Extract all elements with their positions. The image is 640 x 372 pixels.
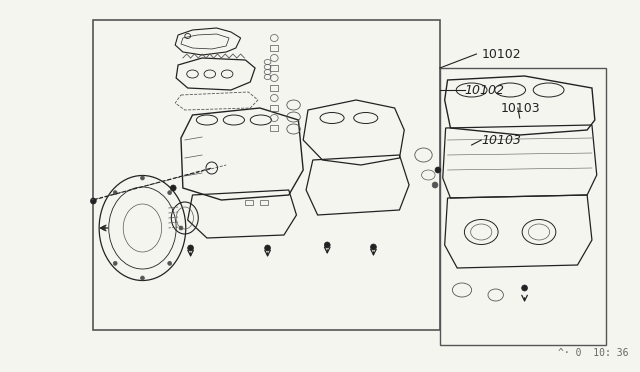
Circle shape (522, 285, 527, 291)
Bar (271, 65, 278, 71)
Circle shape (170, 185, 176, 191)
Text: 10102: 10102 (481, 48, 521, 61)
Bar (271, 45, 278, 51)
Bar (260, 200, 268, 205)
Bar (440, 68, 606, 345)
Text: 10103: 10103 (481, 134, 521, 147)
Bar (93, 20, 440, 330)
Bar (271, 85, 278, 91)
Circle shape (265, 245, 271, 251)
Circle shape (113, 262, 117, 265)
Circle shape (168, 262, 172, 265)
Circle shape (188, 245, 193, 251)
Circle shape (141, 176, 145, 180)
Circle shape (168, 190, 172, 195)
Bar (271, 105, 278, 111)
Circle shape (371, 244, 376, 250)
Text: 10103: 10103 (500, 102, 540, 115)
Bar (271, 125, 278, 131)
Circle shape (102, 226, 106, 230)
Bar (245, 200, 253, 205)
Circle shape (113, 190, 117, 195)
Circle shape (432, 182, 438, 188)
Circle shape (435, 167, 441, 173)
Circle shape (90, 198, 96, 204)
Circle shape (179, 226, 183, 230)
Circle shape (141, 276, 145, 280)
Text: 10102: 10102 (465, 83, 505, 96)
Circle shape (324, 242, 330, 248)
Text: ^· 0  10: 36: ^· 0 10: 36 (558, 348, 628, 358)
